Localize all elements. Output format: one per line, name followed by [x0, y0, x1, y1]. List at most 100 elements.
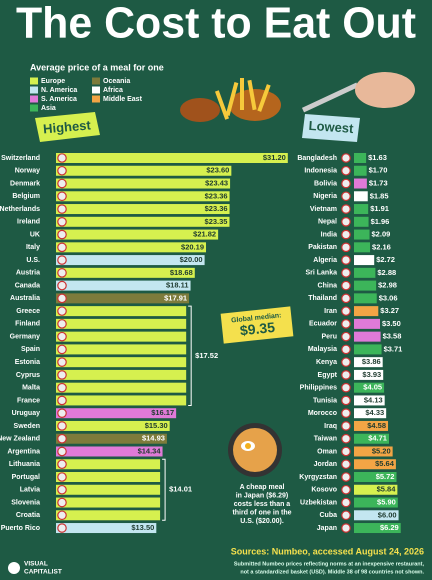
value-label: $23.43: [205, 179, 228, 188]
value-label: $2.88: [377, 268, 396, 277]
value-label: $3.27: [380, 306, 399, 315]
flag: [341, 255, 351, 265]
bar: [354, 216, 369, 227]
value-label: $14.93: [142, 434, 165, 443]
country-name: Philippines: [300, 385, 337, 392]
flag: [57, 408, 67, 418]
value-label: $2.72: [376, 255, 395, 264]
flag: [341, 268, 351, 278]
value-label: $5.64: [375, 459, 395, 468]
group-bracket: [188, 305, 192, 406]
flag: [57, 242, 67, 253]
flag: [57, 153, 67, 163]
value-label: $3.58: [383, 332, 402, 341]
bar: [354, 153, 367, 163]
bar: [56, 357, 187, 368]
value-label: $6.29: [380, 523, 399, 532]
country-name: China: [318, 282, 338, 289]
flag: [341, 280, 351, 291]
bar: [56, 523, 157, 534]
country-name: Morocco: [308, 410, 337, 417]
country-name: Kosovo: [311, 487, 337, 494]
flag: [57, 459, 67, 470]
legend-swatch: [30, 77, 38, 85]
bar: [354, 433, 389, 444]
value-label: $20.00: [180, 255, 203, 264]
flag: [341, 497, 351, 508]
value-label: $18.11: [166, 281, 189, 290]
flag: [341, 357, 351, 367]
legend-label: Europe: [41, 78, 65, 85]
annotation-line: U.S. ($20.00).: [240, 518, 284, 525]
value-label: $3.71: [384, 344, 403, 353]
country-name: Argentina: [7, 448, 40, 455]
legend: Europe N. America S. America Asia Oceania Afr…: [30, 77, 143, 112]
country-name: Puerto Rico: [1, 525, 40, 532]
bar: [56, 331, 187, 342]
flag: [57, 319, 67, 329]
value-label: $5.20: [372, 446, 391, 455]
bar: [56, 242, 207, 253]
legend-swatch: [92, 77, 100, 85]
flag: [341, 217, 351, 227]
lowest-label: Lowest: [308, 118, 354, 136]
country-name: Finland: [15, 321, 40, 328]
annotation-line: third of one in the: [232, 509, 291, 516]
note-line: not a standardized basket (USD). Middle …: [240, 569, 424, 575]
flag: [341, 484, 351, 495]
flag: [57, 229, 67, 240]
bar: [56, 484, 161, 495]
flag: [341, 395, 351, 406]
food-illustration: [180, 72, 415, 122]
value-label: $4.05: [363, 383, 382, 392]
flag: [341, 421, 351, 431]
legend-swatch: [92, 95, 100, 103]
country-name: Malta: [22, 385, 40, 392]
flag: [341, 446, 351, 457]
country-name: Taiwan: [314, 436, 337, 443]
value-label: $3.93: [362, 370, 381, 379]
flag: [341, 204, 351, 214]
ramen-illustration: [228, 423, 282, 477]
bar: [56, 408, 177, 419]
bar: [56, 510, 161, 521]
bar: [56, 229, 219, 240]
country-name: Latvia: [20, 487, 40, 494]
note-line: Submitted Numbeo prices reflecting norms…: [234, 561, 425, 567]
flag: [57, 357, 67, 367]
flag: [57, 217, 67, 227]
country-name: Oman: [317, 448, 337, 455]
bar: [354, 510, 399, 521]
flag: [341, 229, 351, 240]
bar: [354, 178, 367, 189]
legend-label: Middle East: [103, 96, 143, 103]
flag: [341, 242, 351, 253]
legend-label: Africa: [103, 87, 123, 94]
flag: [57, 523, 67, 533]
flag: [341, 523, 351, 533]
rows: Switzerland $31.20 Norway $23.60 Denmark $23.…: [0, 153, 403, 534]
value-label: $4.13: [364, 395, 383, 404]
country-name: Nepal: [318, 219, 337, 226]
value-label: $31.20: [263, 153, 286, 162]
value-label: $14.34: [138, 446, 162, 455]
country-name: Thailand: [308, 295, 337, 302]
value-label: $17.91: [164, 293, 187, 302]
bar: [354, 242, 371, 253]
country-name: Jordan: [314, 461, 337, 468]
highest-label: Highest: [43, 117, 92, 136]
flag: [57, 395, 67, 406]
annotation-line: in Japan ($6.29): [236, 492, 289, 499]
flag: [57, 421, 67, 431]
flag: [341, 459, 351, 470]
flag: [341, 293, 351, 304]
bar: [56, 191, 230, 202]
value-label: $5.90: [377, 498, 396, 507]
bar: [56, 306, 187, 317]
country-name: Kenya: [316, 359, 337, 366]
country-name: Germany: [10, 333, 40, 340]
flag: [57, 510, 67, 521]
legend-swatch: [30, 104, 38, 112]
legend-swatch: [92, 86, 100, 94]
